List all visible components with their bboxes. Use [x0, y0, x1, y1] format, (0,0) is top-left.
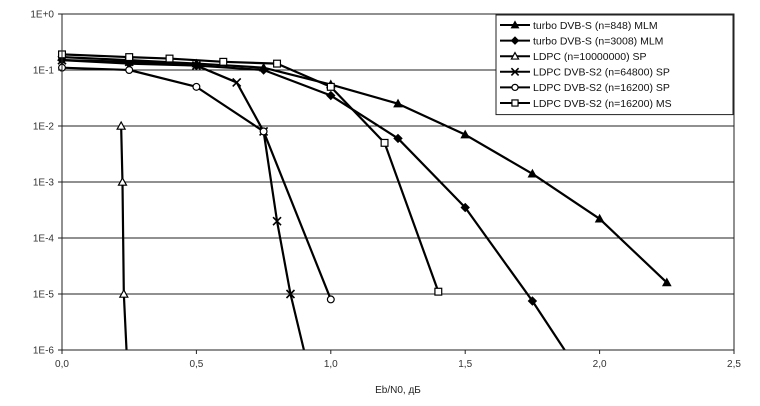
y-tick-label: 1E-6: [33, 346, 55, 357]
legend-label: LDPC (n=10000000) SP: [533, 51, 647, 63]
data-point: [192, 82, 201, 91]
data-point: [460, 202, 470, 213]
data-point: [434, 287, 443, 296]
data-point: [326, 82, 335, 91]
x-axis-title: Eb/N0, дБ: [375, 385, 421, 396]
y-tick-label: 1E-3: [33, 178, 55, 189]
legend-marker: [510, 51, 520, 60]
legend-item: LDPC DVB-S2 (n=16200) SP: [500, 82, 670, 94]
series-layer: [57, 50, 672, 351]
x-axis-ticks: 0,0 0,5 1,0 1,5 2,0 2,5: [55, 350, 741, 370]
data-point: [125, 65, 134, 74]
series-line: [61, 55, 668, 284]
data-point: [125, 53, 134, 62]
x-tick-label: 0,0: [55, 359, 69, 370]
x-tick-label: 0,5: [189, 359, 203, 370]
data-point: [117, 176, 128, 186]
data-point: [460, 129, 471, 139]
y-tick-label: 1E+0: [30, 10, 54, 21]
data-point: [258, 65, 269, 75]
legend-label: LDPC DVB-S2 (n=64800) SP: [533, 67, 670, 79]
x-tick-label: 1,0: [324, 359, 338, 370]
legend-label: LDPC DVB-S2 (n=16200) MS: [533, 98, 672, 110]
series-3: [116, 120, 129, 351]
data-point: [191, 61, 201, 71]
data-point: [527, 168, 538, 178]
data-point: [165, 54, 174, 63]
data-point: [272, 216, 282, 226]
legend-marker: [510, 20, 520, 29]
data-point: [326, 295, 335, 304]
data-point: [527, 296, 538, 306]
legend-marker: [510, 36, 520, 45]
data-point: [116, 120, 127, 130]
x-tick-label: 2,0: [593, 359, 607, 370]
data-point: [326, 90, 336, 101]
y-tick-label: 1E-4: [33, 234, 55, 245]
y-tick-label: 1E-2: [33, 122, 55, 133]
legend-label: LDPC DVB-S2 (n=16200) SP: [533, 82, 670, 94]
legend-item: LDPC DVB-S2 (n=16200) MS: [500, 98, 672, 110]
data-point: [232, 77, 242, 87]
x-tick-label: 2,5: [727, 359, 741, 370]
legend-item: turbo DVB-S (n=3008) MLM: [500, 35, 663, 47]
data-point: [118, 288, 129, 298]
legend-label: turbo DVB-S (n=3008) MLM: [533, 35, 663, 47]
legend-marker: [511, 99, 519, 107]
legend-item: LDPC (n=10000000) SP: [500, 51, 647, 63]
data-point: [661, 277, 672, 287]
legend-item: LDPC DVB-S2 (n=64800) SP: [500, 67, 670, 79]
series-5: [57, 63, 335, 304]
data-point: [219, 57, 228, 66]
legend-marker: [510, 67, 520, 76]
y-tick-label: 1E-5: [33, 290, 55, 301]
series-line: [61, 53, 440, 293]
legend-item: turbo DVB-S (n=848) MLM: [500, 20, 658, 32]
legend-box: [495, 14, 734, 116]
series-line: [120, 125, 128, 351]
series-line: [61, 59, 305, 351]
data-point: [285, 289, 296, 299]
y-axis-ticks: 1E-6 1E-5 1E-4 1E-3 1E-2 1E-1 1E+0: [30, 10, 62, 357]
data-point: [380, 138, 389, 147]
data-point: [393, 98, 403, 108]
data-point: [259, 127, 268, 136]
data-point: [594, 213, 605, 223]
legend-marker: [511, 83, 519, 92]
legend-label: turbo DVB-S (n=848) MLM: [533, 20, 658, 32]
legend: turbo DVB-S (n=848) MLM turbo DVB-S (n=30…: [495, 14, 734, 116]
y-tick-label: 1E-1: [33, 66, 55, 77]
x-tick-label: 1,5: [458, 359, 472, 370]
data-point: [273, 59, 282, 68]
data-point: [393, 133, 403, 144]
